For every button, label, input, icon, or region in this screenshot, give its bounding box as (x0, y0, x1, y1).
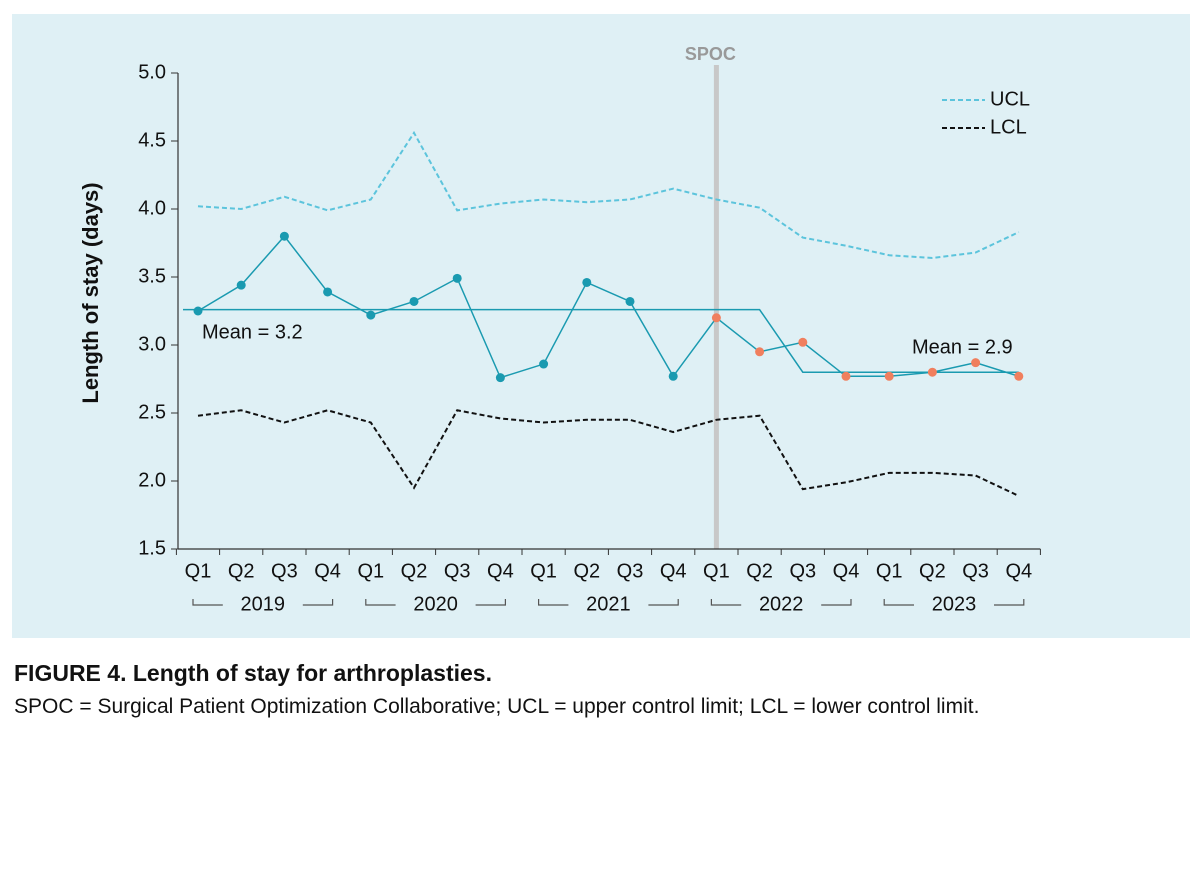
caption-heading: FIGURE 4. Length of stay for arthroplast… (14, 660, 1184, 687)
x-tick-label: Q2 (746, 560, 773, 582)
data-point (193, 306, 203, 316)
y-tick-label: 2.5 (138, 401, 166, 423)
caption: FIGURE 4. Length of stay for arthroplast… (14, 660, 1184, 719)
year-bracket (710, 599, 852, 606)
x-tick-label: Q4 (833, 560, 860, 582)
x-tick-label: Q2 (228, 560, 255, 582)
data-point (755, 347, 765, 357)
data-line (197, 235, 1020, 379)
caption-title: Length of stay for arthroplasties. (132, 660, 492, 686)
year-label: 2021 (586, 593, 631, 615)
caption-note: SPOC = Surgical Patient Optimization Col… (14, 695, 980, 718)
x-tick-label: Q1 (703, 560, 730, 582)
year-label: 2019 (241, 593, 286, 615)
x-tick-label: Q2 (919, 560, 946, 582)
data-point (927, 367, 937, 377)
year-bracket (365, 599, 506, 606)
chart-panel (12, 14, 1190, 638)
x-tick-label: Q1 (876, 560, 903, 582)
x-tick-label: Q3 (962, 560, 989, 582)
y-tick-label: 3.5 (138, 265, 166, 287)
data-point (539, 359, 549, 369)
x-tick-label: Q4 (1005, 560, 1032, 582)
x-tick-label: Q2 (573, 560, 600, 582)
chart: Length of stay (days) SPOC 1.5 2.0 2.5 3.0 3.… (12, 14, 1190, 638)
data-point (236, 280, 246, 290)
data-point (798, 337, 808, 347)
data-point (625, 296, 635, 306)
y-tick-label: 4.0 (138, 197, 166, 219)
x-tick-label: Q3 (617, 560, 644, 582)
data-point (409, 296, 419, 306)
legend-label: LCL (990, 116, 1027, 138)
y-tick-label: 3.0 (138, 333, 166, 355)
x-tick-label: Q1 (357, 560, 384, 582)
data-point (495, 373, 505, 383)
x-tick-label: Q4 (487, 560, 514, 582)
year-bracket (538, 599, 679, 606)
x-tick-label: Q2 (401, 560, 428, 582)
data-point (668, 371, 678, 381)
year-bracket (883, 599, 1025, 606)
year-label: 2023 (932, 593, 977, 615)
control-limit-line (197, 130, 1020, 259)
x-tick-label: Q4 (314, 560, 341, 582)
data-point (366, 310, 376, 320)
x-tick-label: Q4 (660, 560, 687, 582)
y-tick-label: 5.0 (138, 61, 166, 83)
year-label: 2022 (759, 593, 804, 615)
data-point (841, 371, 851, 381)
mean-line (183, 308, 1019, 373)
caption-label: FIGURE 4. (14, 660, 127, 686)
legend-label: UCL (990, 88, 1030, 110)
y-tick-label: 1.5 (138, 537, 166, 559)
y-tick-label: 2.0 (138, 469, 166, 491)
x-tick-label: Q1 (185, 560, 212, 582)
x-tick-label: Q3 (789, 560, 816, 582)
y-tick-label: 4.5 (138, 129, 166, 151)
mean-label: Mean = 3.2 (202, 321, 303, 343)
data-point (1014, 371, 1024, 381)
data-point (884, 371, 894, 381)
year-label: 2020 (413, 593, 458, 615)
year-bracket (192, 599, 334, 606)
data-point (323, 287, 333, 297)
x-tick-label: Q3 (271, 560, 298, 582)
data-point (582, 277, 592, 287)
data-point (971, 358, 981, 368)
data-point (452, 273, 462, 283)
data-point (711, 313, 721, 323)
mean-label: Mean = 2.9 (912, 336, 1013, 358)
data-point (279, 231, 289, 241)
y-axis-label: Length of stay (days) (78, 182, 103, 403)
intervention-label: SPOC (685, 44, 736, 64)
x-tick-label: Q3 (444, 560, 471, 582)
control-limit-line (197, 409, 1020, 497)
x-tick-label: Q1 (530, 560, 557, 582)
